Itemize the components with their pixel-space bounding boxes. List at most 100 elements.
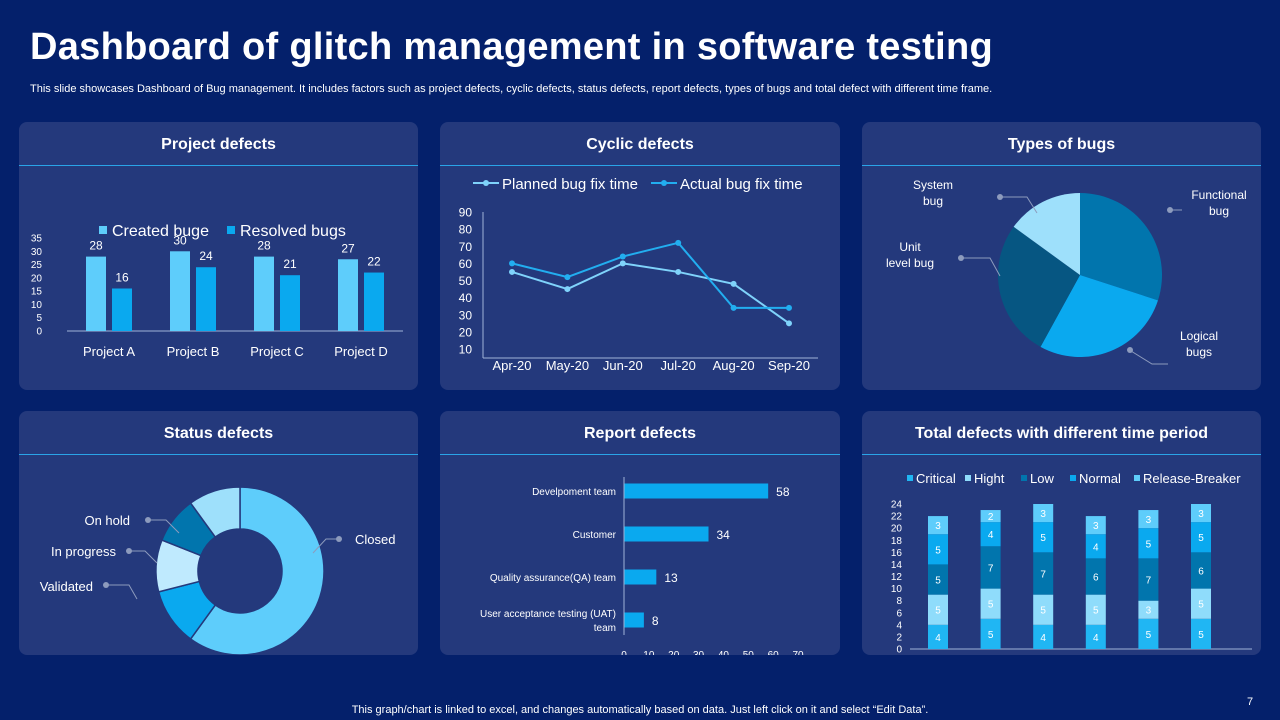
bar-critical-aug-20 <box>1138 618 1159 649</box>
cyclic-defects-title: Cyclic defects <box>440 122 840 166</box>
y-tick-label: 40 <box>459 291 473 305</box>
category-label: Customer <box>573 530 617 541</box>
category-label: User acceptance testing (UAT) <box>480 609 616 620</box>
bar-critical-apr-20 <box>928 624 948 649</box>
legend-marker-planned-bug-fix-time <box>483 180 489 186</box>
bar-low-apr-20 <box>928 564 948 595</box>
data-label: 4 <box>1040 633 1046 644</box>
bar-created-buge-project-c <box>254 256 274 331</box>
x-tick-label: 20 <box>668 650 680 655</box>
total-defects-panel: Total defects with different time period… <box>862 411 1261 655</box>
leader-line-system-bug <box>1001 196 1038 214</box>
y-tick-label: 4 <box>896 620 902 631</box>
legend-swatch-critical <box>907 475 913 481</box>
legend-label-low: Low <box>1030 471 1054 486</box>
category-label: team <box>594 623 616 634</box>
leader-line-validated <box>106 584 138 600</box>
status-defects-panel: Status defects ClosedOpenValidatedIn pro… <box>19 411 418 655</box>
pie-slice-unit-level-bug <box>998 226 1080 347</box>
series-line-actual-bug-fix-time <box>511 241 789 309</box>
leader-dot-unit-level-bug <box>958 255 964 261</box>
data-label: 6 <box>1093 573 1099 584</box>
report-defects-title: Report defects <box>440 411 840 455</box>
bar-normal-jul-20 <box>1085 534 1106 559</box>
data-label: 5 <box>1146 539 1152 550</box>
project-defects-panel: Project defects 0 5 10 15 20 25 30 35 Created bu… <box>19 122 418 390</box>
category-label: Develpoment team <box>532 487 616 498</box>
bar-hight-aug-20 <box>1138 600 1159 619</box>
series-line-planned-bug-fix-time <box>511 262 790 325</box>
bar-critical-jun-20 <box>1033 624 1054 649</box>
data-label: 3 <box>935 521 941 532</box>
slice-label-system-bug: System <box>913 178 953 192</box>
data-label: 5 <box>935 576 941 587</box>
data-label: 3 <box>1198 509 1204 520</box>
legend-swatch-normal <box>1070 475 1076 481</box>
legend-label-release-breaker: Release-Breaker <box>1143 471 1241 486</box>
cyclic-defects-chart[interactable]: 10 20 30 40 50 60 70 80 90 Planned bug fix time Ac… <box>440 166 840 390</box>
legend-label-normal: Normal <box>1079 471 1121 486</box>
page-number: 7 <box>1247 696 1254 708</box>
bar-release-breaker-jun-20 <box>1033 504 1054 523</box>
report-defects-chart[interactable]: 58 Develpoment team 34 Customer 13 Quality as… <box>440 455 840 655</box>
slice-label-functional-bug: bug <box>1209 204 1229 218</box>
donut-slice-on-hold <box>189 486 241 539</box>
point-actual-bug-fix-time-jul-20 <box>675 239 682 246</box>
data-label: 5 <box>935 545 941 556</box>
bar-hight-apr-20 <box>928 594 948 625</box>
pie-slice-functional-bug <box>1080 193 1162 301</box>
legend-label-planned-bug-fix-time: Planned bug fix time <box>502 176 638 193</box>
point-planned-bug-fix-time-aug-20 <box>730 280 737 287</box>
data-label: 5 <box>988 630 994 641</box>
data-label: 34 <box>717 528 731 542</box>
legend-swatch-hight <box>965 475 971 481</box>
donut-slice-closed <box>189 486 325 655</box>
x-tick-label: Project B <box>167 344 220 359</box>
bar-release-breaker-aug-20 <box>1138 510 1159 529</box>
data-label: 16 <box>115 270 129 284</box>
y-tick-label: 25 <box>31 260 43 271</box>
bar-resolved-bugs-project-a <box>112 288 132 331</box>
y-tick-label: 6 <box>896 608 902 619</box>
data-label: 5 <box>935 606 941 617</box>
category-label: Quality assurance(QA) team <box>490 573 616 584</box>
leader-line-on-hold <box>148 519 180 534</box>
point-actual-bug-fix-time-jun-20 <box>619 253 626 260</box>
pie-slice-logical-bugs <box>1040 275 1158 357</box>
bar-low-sep-20 <box>1191 552 1211 589</box>
bar-normal-jun-20 <box>1033 522 1054 553</box>
y-tick-label: 18 <box>891 536 903 547</box>
data-label: 8 <box>652 614 659 628</box>
y-tick-label: 24 <box>891 500 903 511</box>
bar-created-buge-project-a <box>86 256 106 331</box>
bar-low-jun-20 <box>1033 552 1054 595</box>
point-planned-bug-fix-time-may-20 <box>564 286 571 293</box>
x-tick-label: 40 <box>718 650 730 655</box>
y-tick-label: 60 <box>459 257 473 271</box>
data-label: 5 <box>1093 606 1099 617</box>
y-tick-label: 12 <box>891 572 903 583</box>
y-tick-label: 80 <box>459 223 473 237</box>
bar-normal-apr-20 <box>928 534 948 565</box>
types-of-bugs-chart[interactable]: Functional bug Logical bugs Unit level bug Sys… <box>862 166 1261 390</box>
bar-critical-sep-20 <box>1191 618 1211 649</box>
legend-swatch-resolved-bugs <box>227 226 235 234</box>
bar-quality-assurance-qa-team <box>624 569 657 585</box>
data-label: 5 <box>1040 533 1046 544</box>
legend-marker-actual-bug-fix-time <box>661 180 667 186</box>
types-of-bugs-title: Types of bugs <box>862 122 1261 166</box>
pie-slice-system-bug <box>1013 193 1080 275</box>
y-tick-label: 50 <box>459 274 473 288</box>
x-tick-label: 70 <box>792 650 804 655</box>
leader-dot-on-hold <box>145 517 151 523</box>
y-tick-label: 10 <box>459 343 473 357</box>
data-label: 4 <box>935 633 941 644</box>
x-tick-label: Jul-20 <box>660 358 695 373</box>
page-subtitle: This slide showcases Dashboard of Bug ma… <box>30 83 993 95</box>
data-label: 5 <box>1198 630 1204 641</box>
data-label: 28 <box>257 239 271 253</box>
cyclic-defects-panel: Cyclic defects 10 20 30 40 50 60 70 80 90 Planned… <box>440 122 840 390</box>
